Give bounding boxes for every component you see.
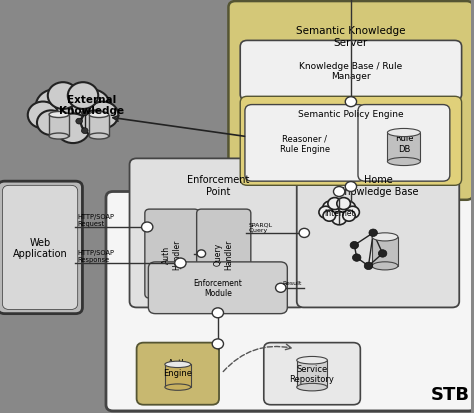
FancyBboxPatch shape bbox=[106, 192, 474, 411]
Text: Rule
DB: Rule DB bbox=[395, 134, 413, 153]
Ellipse shape bbox=[165, 361, 191, 368]
Text: Result: Result bbox=[283, 280, 302, 286]
Text: Semantic Knowledge
Server: Semantic Knowledge Server bbox=[296, 26, 406, 48]
Circle shape bbox=[350, 242, 359, 249]
Circle shape bbox=[82, 111, 88, 116]
Text: Home
Knowledge Base: Home Knowledge Base bbox=[338, 175, 418, 197]
Circle shape bbox=[338, 201, 356, 216]
FancyBboxPatch shape bbox=[2, 186, 78, 310]
Circle shape bbox=[142, 223, 153, 233]
Circle shape bbox=[76, 119, 82, 125]
Circle shape bbox=[36, 90, 74, 124]
Bar bbox=[387, 133, 420, 162]
Circle shape bbox=[49, 95, 97, 137]
FancyBboxPatch shape bbox=[297, 159, 459, 308]
Text: Query
Handler: Query Handler bbox=[214, 239, 233, 269]
Circle shape bbox=[345, 182, 356, 192]
Circle shape bbox=[328, 203, 350, 222]
Circle shape bbox=[48, 83, 78, 110]
Circle shape bbox=[334, 187, 345, 197]
Bar bbox=[297, 360, 328, 387]
Circle shape bbox=[323, 211, 336, 222]
Circle shape bbox=[37, 111, 65, 135]
Circle shape bbox=[332, 212, 346, 225]
FancyBboxPatch shape bbox=[240, 97, 462, 186]
Text: HTTP/SOAP
Response: HTTP/SOAP Response bbox=[78, 249, 115, 262]
Circle shape bbox=[322, 201, 340, 216]
Ellipse shape bbox=[297, 356, 328, 364]
Text: Enforcement
Module: Enforcement Module bbox=[193, 278, 242, 298]
Ellipse shape bbox=[89, 112, 109, 118]
FancyBboxPatch shape bbox=[240, 41, 462, 101]
Circle shape bbox=[346, 207, 359, 218]
Text: Reasoner /
Rule Engine: Reasoner / Rule Engine bbox=[280, 134, 330, 153]
Bar bbox=[49, 115, 69, 137]
Circle shape bbox=[319, 207, 333, 218]
Bar bbox=[372, 237, 398, 266]
Circle shape bbox=[299, 229, 310, 238]
Bar bbox=[165, 365, 191, 387]
Text: Auth
Handler: Auth Handler bbox=[162, 239, 182, 269]
Ellipse shape bbox=[372, 262, 398, 270]
Ellipse shape bbox=[372, 233, 398, 241]
Circle shape bbox=[212, 308, 224, 318]
Ellipse shape bbox=[165, 384, 191, 390]
Circle shape bbox=[337, 198, 350, 210]
Circle shape bbox=[28, 102, 58, 129]
Text: Enforcement
Point: Enforcement Point bbox=[187, 175, 249, 197]
Circle shape bbox=[72, 90, 110, 124]
Circle shape bbox=[56, 114, 90, 144]
Text: Web
Application: Web Application bbox=[13, 237, 67, 259]
Ellipse shape bbox=[89, 134, 109, 140]
Text: Auth
Engine: Auth Engine bbox=[164, 358, 192, 377]
FancyBboxPatch shape bbox=[264, 343, 360, 405]
Circle shape bbox=[328, 198, 341, 210]
Circle shape bbox=[364, 263, 373, 270]
Circle shape bbox=[82, 128, 88, 134]
FancyBboxPatch shape bbox=[245, 105, 365, 182]
Text: SPARQL
Query: SPARQL Query bbox=[248, 222, 273, 233]
Text: Internet: Internet bbox=[324, 208, 355, 217]
Text: External
Knowledge: External Knowledge bbox=[59, 95, 124, 116]
Circle shape bbox=[353, 254, 361, 262]
Circle shape bbox=[378, 250, 387, 258]
Ellipse shape bbox=[387, 129, 420, 137]
FancyBboxPatch shape bbox=[148, 262, 287, 314]
FancyBboxPatch shape bbox=[228, 2, 474, 200]
Circle shape bbox=[369, 230, 377, 237]
Ellipse shape bbox=[297, 383, 328, 391]
Bar bbox=[89, 115, 109, 137]
Circle shape bbox=[81, 111, 109, 135]
Circle shape bbox=[275, 283, 286, 292]
Ellipse shape bbox=[49, 112, 69, 118]
FancyBboxPatch shape bbox=[197, 210, 251, 298]
Text: Service
Repository: Service Repository bbox=[290, 364, 335, 383]
Text: HTTP/SOAP
Request: HTTP/SOAP Request bbox=[78, 214, 115, 226]
Text: Semantic Policy Engine: Semantic Policy Engine bbox=[298, 110, 404, 119]
FancyBboxPatch shape bbox=[137, 343, 219, 405]
FancyBboxPatch shape bbox=[0, 182, 82, 314]
Circle shape bbox=[68, 83, 98, 110]
Circle shape bbox=[212, 339, 224, 349]
Text: STB: STB bbox=[430, 385, 469, 404]
Circle shape bbox=[175, 259, 186, 268]
FancyBboxPatch shape bbox=[129, 159, 306, 308]
Circle shape bbox=[88, 102, 118, 129]
FancyBboxPatch shape bbox=[358, 105, 450, 182]
Ellipse shape bbox=[49, 134, 69, 140]
Circle shape bbox=[343, 211, 355, 222]
Circle shape bbox=[345, 97, 356, 107]
Ellipse shape bbox=[387, 158, 420, 166]
FancyBboxPatch shape bbox=[145, 210, 199, 298]
Text: Knowledge Base / Rule
Manager: Knowledge Base / Rule Manager bbox=[299, 62, 402, 81]
Circle shape bbox=[197, 250, 206, 258]
